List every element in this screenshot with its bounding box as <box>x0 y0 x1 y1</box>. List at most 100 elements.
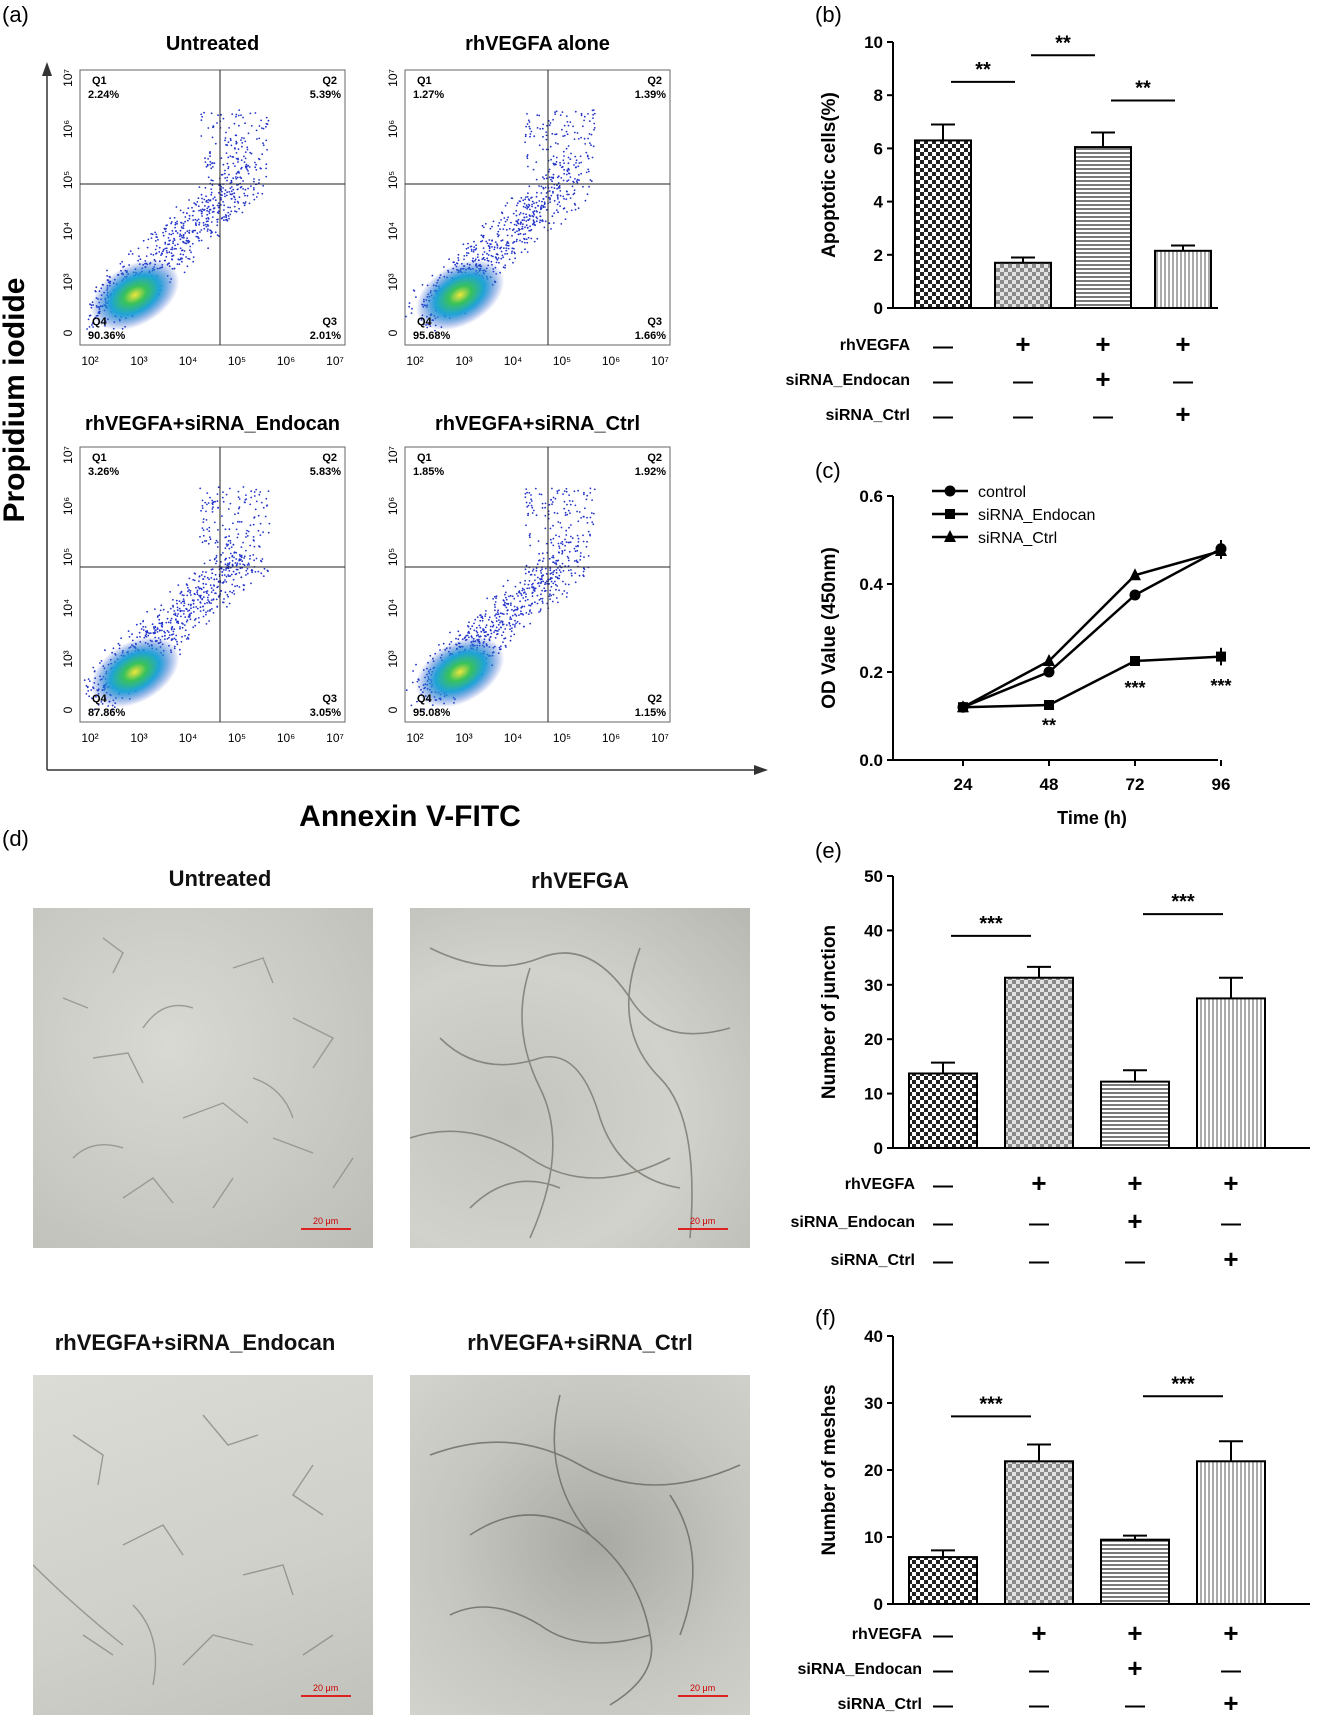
quadrant-label: Q2 <box>322 75 337 87</box>
flow-event <box>174 221 177 224</box>
condition-mark: — <box>933 1660 953 1682</box>
flow-event <box>201 598 204 600</box>
flow-event <box>498 619 500 621</box>
flow-event <box>536 217 539 220</box>
significance-label: *** <box>979 1393 1003 1415</box>
flow-event <box>544 583 546 586</box>
flow-event <box>545 148 548 151</box>
flow-event <box>233 205 236 208</box>
flow-event <box>188 614 191 616</box>
flow-event <box>183 250 186 252</box>
flow-event <box>565 490 568 493</box>
flow-y-tick: 10⁶ <box>386 120 400 138</box>
flow-event <box>540 593 542 596</box>
flow-event <box>242 116 244 119</box>
flow-event <box>222 201 225 203</box>
flow-event <box>240 546 243 548</box>
flow-event <box>225 543 228 545</box>
flow-event <box>488 618 490 621</box>
flow-event <box>236 568 239 571</box>
flow-event <box>566 180 568 183</box>
flow-event <box>489 635 492 638</box>
flow-event <box>226 545 228 547</box>
flow-event <box>212 198 215 200</box>
flow-event <box>204 161 207 164</box>
flow-event <box>531 602 534 605</box>
flow-event <box>563 549 566 552</box>
flow-event <box>202 615 205 618</box>
flow-event <box>539 569 542 572</box>
panel-label-d: (d) <box>2 826 29 851</box>
flow-event <box>457 259 460 262</box>
flow-event <box>119 262 122 265</box>
flow-event <box>217 218 219 221</box>
x-tick-label: 96 <box>1212 775 1231 794</box>
flow-y-tick: 10³ <box>386 273 400 290</box>
flow-event <box>202 609 205 612</box>
flow-event <box>158 251 161 253</box>
flow-event <box>156 631 159 633</box>
flow-event <box>147 634 150 637</box>
flow-event <box>242 188 245 190</box>
flow-event <box>254 112 257 114</box>
flow-event <box>176 606 179 609</box>
flow-event <box>186 594 189 597</box>
condition-mark: — <box>1125 1695 1145 1717</box>
flow-event <box>244 157 247 160</box>
flow-event <box>194 222 197 224</box>
flow-event <box>532 219 535 222</box>
photo-rhvefga: 20 μm <box>410 908 750 1248</box>
flow-event <box>536 127 539 129</box>
flow-event <box>214 500 217 503</box>
flow-event <box>528 610 531 613</box>
flow-event <box>541 200 543 203</box>
flow-event <box>159 609 162 612</box>
flow-event <box>161 635 164 638</box>
flow-event <box>203 540 206 542</box>
flow-event <box>226 594 229 596</box>
flow-event <box>475 630 478 633</box>
flow-event <box>569 541 572 544</box>
flow-event <box>238 498 241 500</box>
flow-event <box>253 545 256 548</box>
flow-event <box>111 708 114 711</box>
flow-event <box>421 701 423 703</box>
bar <box>1004 1460 1074 1606</box>
flow-event <box>528 125 531 128</box>
flow-event <box>156 627 159 629</box>
flow-event <box>510 635 512 638</box>
flow-event <box>554 497 557 500</box>
flow-event <box>542 135 544 138</box>
flow-event <box>536 594 539 597</box>
flow-event <box>190 603 192 606</box>
flow-event <box>254 571 257 573</box>
flow-x-tick: 10² <box>81 731 98 745</box>
flow-event <box>538 211 541 214</box>
flow-event <box>212 204 215 207</box>
flow-event <box>525 593 527 595</box>
flow-event <box>232 156 235 158</box>
flow-event <box>533 590 536 592</box>
photo-ctrl: 20 μm <box>410 1375 750 1715</box>
flow-event <box>467 247 470 249</box>
flow-event <box>210 193 213 196</box>
flow-event <box>577 545 579 548</box>
flow-event <box>216 546 219 548</box>
flow-event <box>224 139 226 142</box>
flow-event <box>558 589 560 592</box>
flow-event <box>235 113 238 116</box>
quadrant-label: Q4 <box>417 316 433 328</box>
flow-event <box>528 570 530 573</box>
flow-event <box>555 209 558 212</box>
flow-event <box>202 596 205 598</box>
flow-event <box>576 549 579 552</box>
flow-event <box>502 266 505 269</box>
flow-event <box>201 208 204 211</box>
flow-event <box>87 690 90 692</box>
flow-event <box>492 624 495 627</box>
flow-x-tick: 10⁴ <box>504 354 523 368</box>
flow-event <box>172 240 175 243</box>
flow-event <box>172 633 175 635</box>
quadrant-label: 1.85% <box>413 466 444 478</box>
flow-event <box>494 606 496 608</box>
